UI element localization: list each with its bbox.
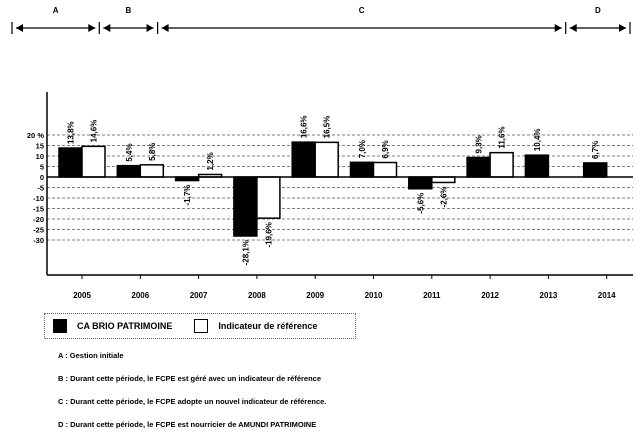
data-label: -5,6% xyxy=(416,193,425,214)
chart-legend: CA BRIO PATRIMOINE Indicateur de référen… xyxy=(44,313,356,339)
y-tick-label: -10 xyxy=(33,194,44,203)
bar-fund xyxy=(116,164,142,178)
period-label: D xyxy=(595,6,601,15)
y-tick-label: -25 xyxy=(33,226,44,235)
data-label: -1,7% xyxy=(183,185,192,206)
legend-item-fund: CA BRIO PATRIMOINE xyxy=(53,319,172,333)
bar-fund xyxy=(233,176,258,237)
bar-benchmark xyxy=(489,151,514,178)
x-tick-label: 2011 xyxy=(423,291,441,300)
data-label: 16,6% xyxy=(300,115,309,138)
y-tick-label: -20 xyxy=(33,215,44,224)
legend-swatch-benchmark xyxy=(194,319,209,333)
bar-fund xyxy=(524,154,550,178)
bar-fund xyxy=(291,141,316,178)
legend-swatch-fund xyxy=(53,319,67,333)
y-tick-label: 15 xyxy=(36,142,44,151)
bar-benchmark xyxy=(139,164,165,178)
arrow-head-right xyxy=(619,24,626,32)
x-tick-label: 2008 xyxy=(248,291,266,300)
y-tick-label: -30 xyxy=(33,236,44,245)
data-label: 7,0% xyxy=(358,140,367,158)
arrow-head-left xyxy=(16,24,23,32)
x-tick-label: 2014 xyxy=(598,291,616,300)
x-tick-label: 2012 xyxy=(481,291,499,300)
data-label: 5,4% xyxy=(125,143,134,161)
period-label: B xyxy=(126,6,132,15)
data-label: 9,3% xyxy=(475,135,484,153)
arrow-head-right xyxy=(88,24,96,32)
bar-benchmark xyxy=(314,141,339,178)
arrow-head-right xyxy=(146,24,154,32)
y-tick-label: 5 xyxy=(40,163,44,172)
data-label: 16,5% xyxy=(323,116,332,139)
y-tick-label: -5 xyxy=(37,184,44,193)
note-d: D : Durant cette période, le FCPE est no… xyxy=(58,420,317,429)
legend-item-benchmark: Indicateur de référence xyxy=(194,319,317,333)
bar-benchmark xyxy=(81,145,106,178)
y-tick-label: 20 % xyxy=(27,131,44,140)
data-label: 14,6% xyxy=(90,120,99,143)
x-tick-label: 2007 xyxy=(190,291,208,300)
x-tick-label: 2006 xyxy=(131,291,149,300)
data-label: -2,6% xyxy=(439,186,448,207)
data-label: -28,1% xyxy=(241,240,250,265)
x-tick-label: 2005 xyxy=(73,291,91,300)
arrow-head-left xyxy=(161,24,169,32)
legend-label-benchmark: Indicateur de référence xyxy=(218,321,318,331)
legend-label-fund: CA BRIO PATRIMOINE xyxy=(77,321,173,331)
data-label: 11,6% xyxy=(498,126,507,148)
data-label: 6,7% xyxy=(591,141,600,159)
data-label: 5,8% xyxy=(148,143,157,161)
bar-fund xyxy=(408,176,433,190)
data-label: 13,8% xyxy=(67,121,76,144)
y-tick-label: 0 xyxy=(40,173,44,182)
x-tick-label: 2010 xyxy=(365,291,383,300)
data-label: 6,9% xyxy=(381,140,390,158)
note-a: A : Gestion initiale xyxy=(58,351,124,360)
bar-chart: 13,8% 5,4% -1,7% -28,1% 16,6% 7,0% -5,6% 9,3% 10… xyxy=(11,6,633,300)
bar-fund xyxy=(58,147,83,178)
note-c: C : Durant cette période, le FCPE adopte… xyxy=(58,397,327,406)
y-tick-label: -15 xyxy=(33,205,44,214)
bar-benchmark xyxy=(372,161,398,178)
period-label: A xyxy=(53,6,59,15)
arrow-head-right xyxy=(554,24,562,32)
period-notes: A : Gestion initiale B : Durant cette pé… xyxy=(58,350,326,442)
bar-fund xyxy=(349,161,375,178)
x-tick-label: 2009 xyxy=(306,291,324,300)
arrow-head-left xyxy=(103,24,111,32)
y-tick-label: 10 xyxy=(36,152,44,161)
bar-fund xyxy=(466,156,491,178)
bar-fund xyxy=(582,162,608,178)
data-label: 1,2% xyxy=(206,152,215,170)
arrow-head-left xyxy=(569,24,577,32)
data-label: -19,6% xyxy=(264,222,273,247)
note-b: B : Durant cette période, le FCPE est gé… xyxy=(58,374,322,383)
x-tick-label: 2013 xyxy=(540,291,558,300)
data-label: 10,4% xyxy=(533,128,542,151)
bar-benchmark xyxy=(256,176,281,219)
bar-benchmark xyxy=(431,176,456,184)
period-label: C xyxy=(359,6,365,15)
